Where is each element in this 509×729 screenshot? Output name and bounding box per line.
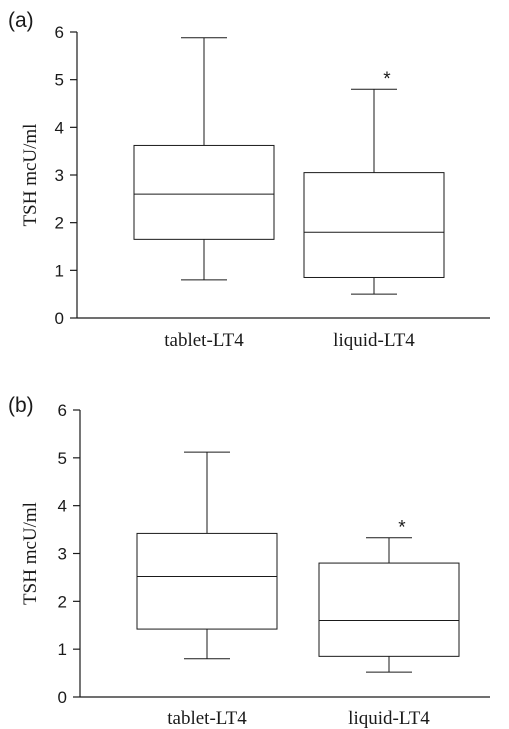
y-tick-label: 6 [55, 23, 64, 42]
y-tick-label: 4 [58, 497, 67, 516]
interquartile-box [136, 532, 278, 630]
interquartile-box [133, 144, 275, 240]
x-category-label: liquid-LT4 [348, 708, 430, 729]
y-axis-title: TSH mcU/ml [20, 502, 41, 605]
y-tick-label: 3 [58, 545, 67, 564]
x-category-label: liquid-LT4 [333, 330, 415, 351]
panel-label-a: (a) [8, 9, 34, 32]
significance-marker: * [383, 69, 391, 90]
y-tick-label: 1 [55, 261, 64, 280]
panel-b: (b) 0 1 2 3 4 5 6 TSH mcU/ml tablet-LT4 * liquid-LT… [8, 394, 490, 729]
y-tick-label: 2 [55, 214, 64, 233]
y-tick-label: 5 [55, 71, 64, 90]
panel-a: (a) 0 1 2 3 4 5 6 TSH mcU/ml tablet-LT4 * liquid-LT… [8, 9, 490, 351]
y-tick-label: 3 [55, 166, 64, 185]
y-tick-label: 0 [58, 688, 67, 707]
x-category-label: tablet-LT4 [164, 330, 244, 351]
box-1 [133, 37, 275, 281]
box-2: * [318, 518, 460, 673]
box-1 [136, 451, 278, 660]
y-tick-label: 5 [58, 449, 67, 468]
y-tick-label: 1 [58, 640, 67, 659]
interquartile-box [303, 172, 445, 278]
y-tick-label: 2 [58, 592, 67, 611]
interquartile-box [318, 562, 460, 657]
y-tick-label: 4 [55, 118, 64, 137]
x-category-label: tablet-LT4 [167, 708, 247, 729]
significance-marker: * [398, 518, 406, 539]
y-axis-title: TSH mcU/ml [20, 124, 41, 227]
y-tick-label: 6 [58, 401, 67, 420]
panel-label-b: (b) [8, 394, 34, 417]
y-tick-label: 0 [55, 309, 64, 328]
box-2: * [303, 69, 445, 295]
